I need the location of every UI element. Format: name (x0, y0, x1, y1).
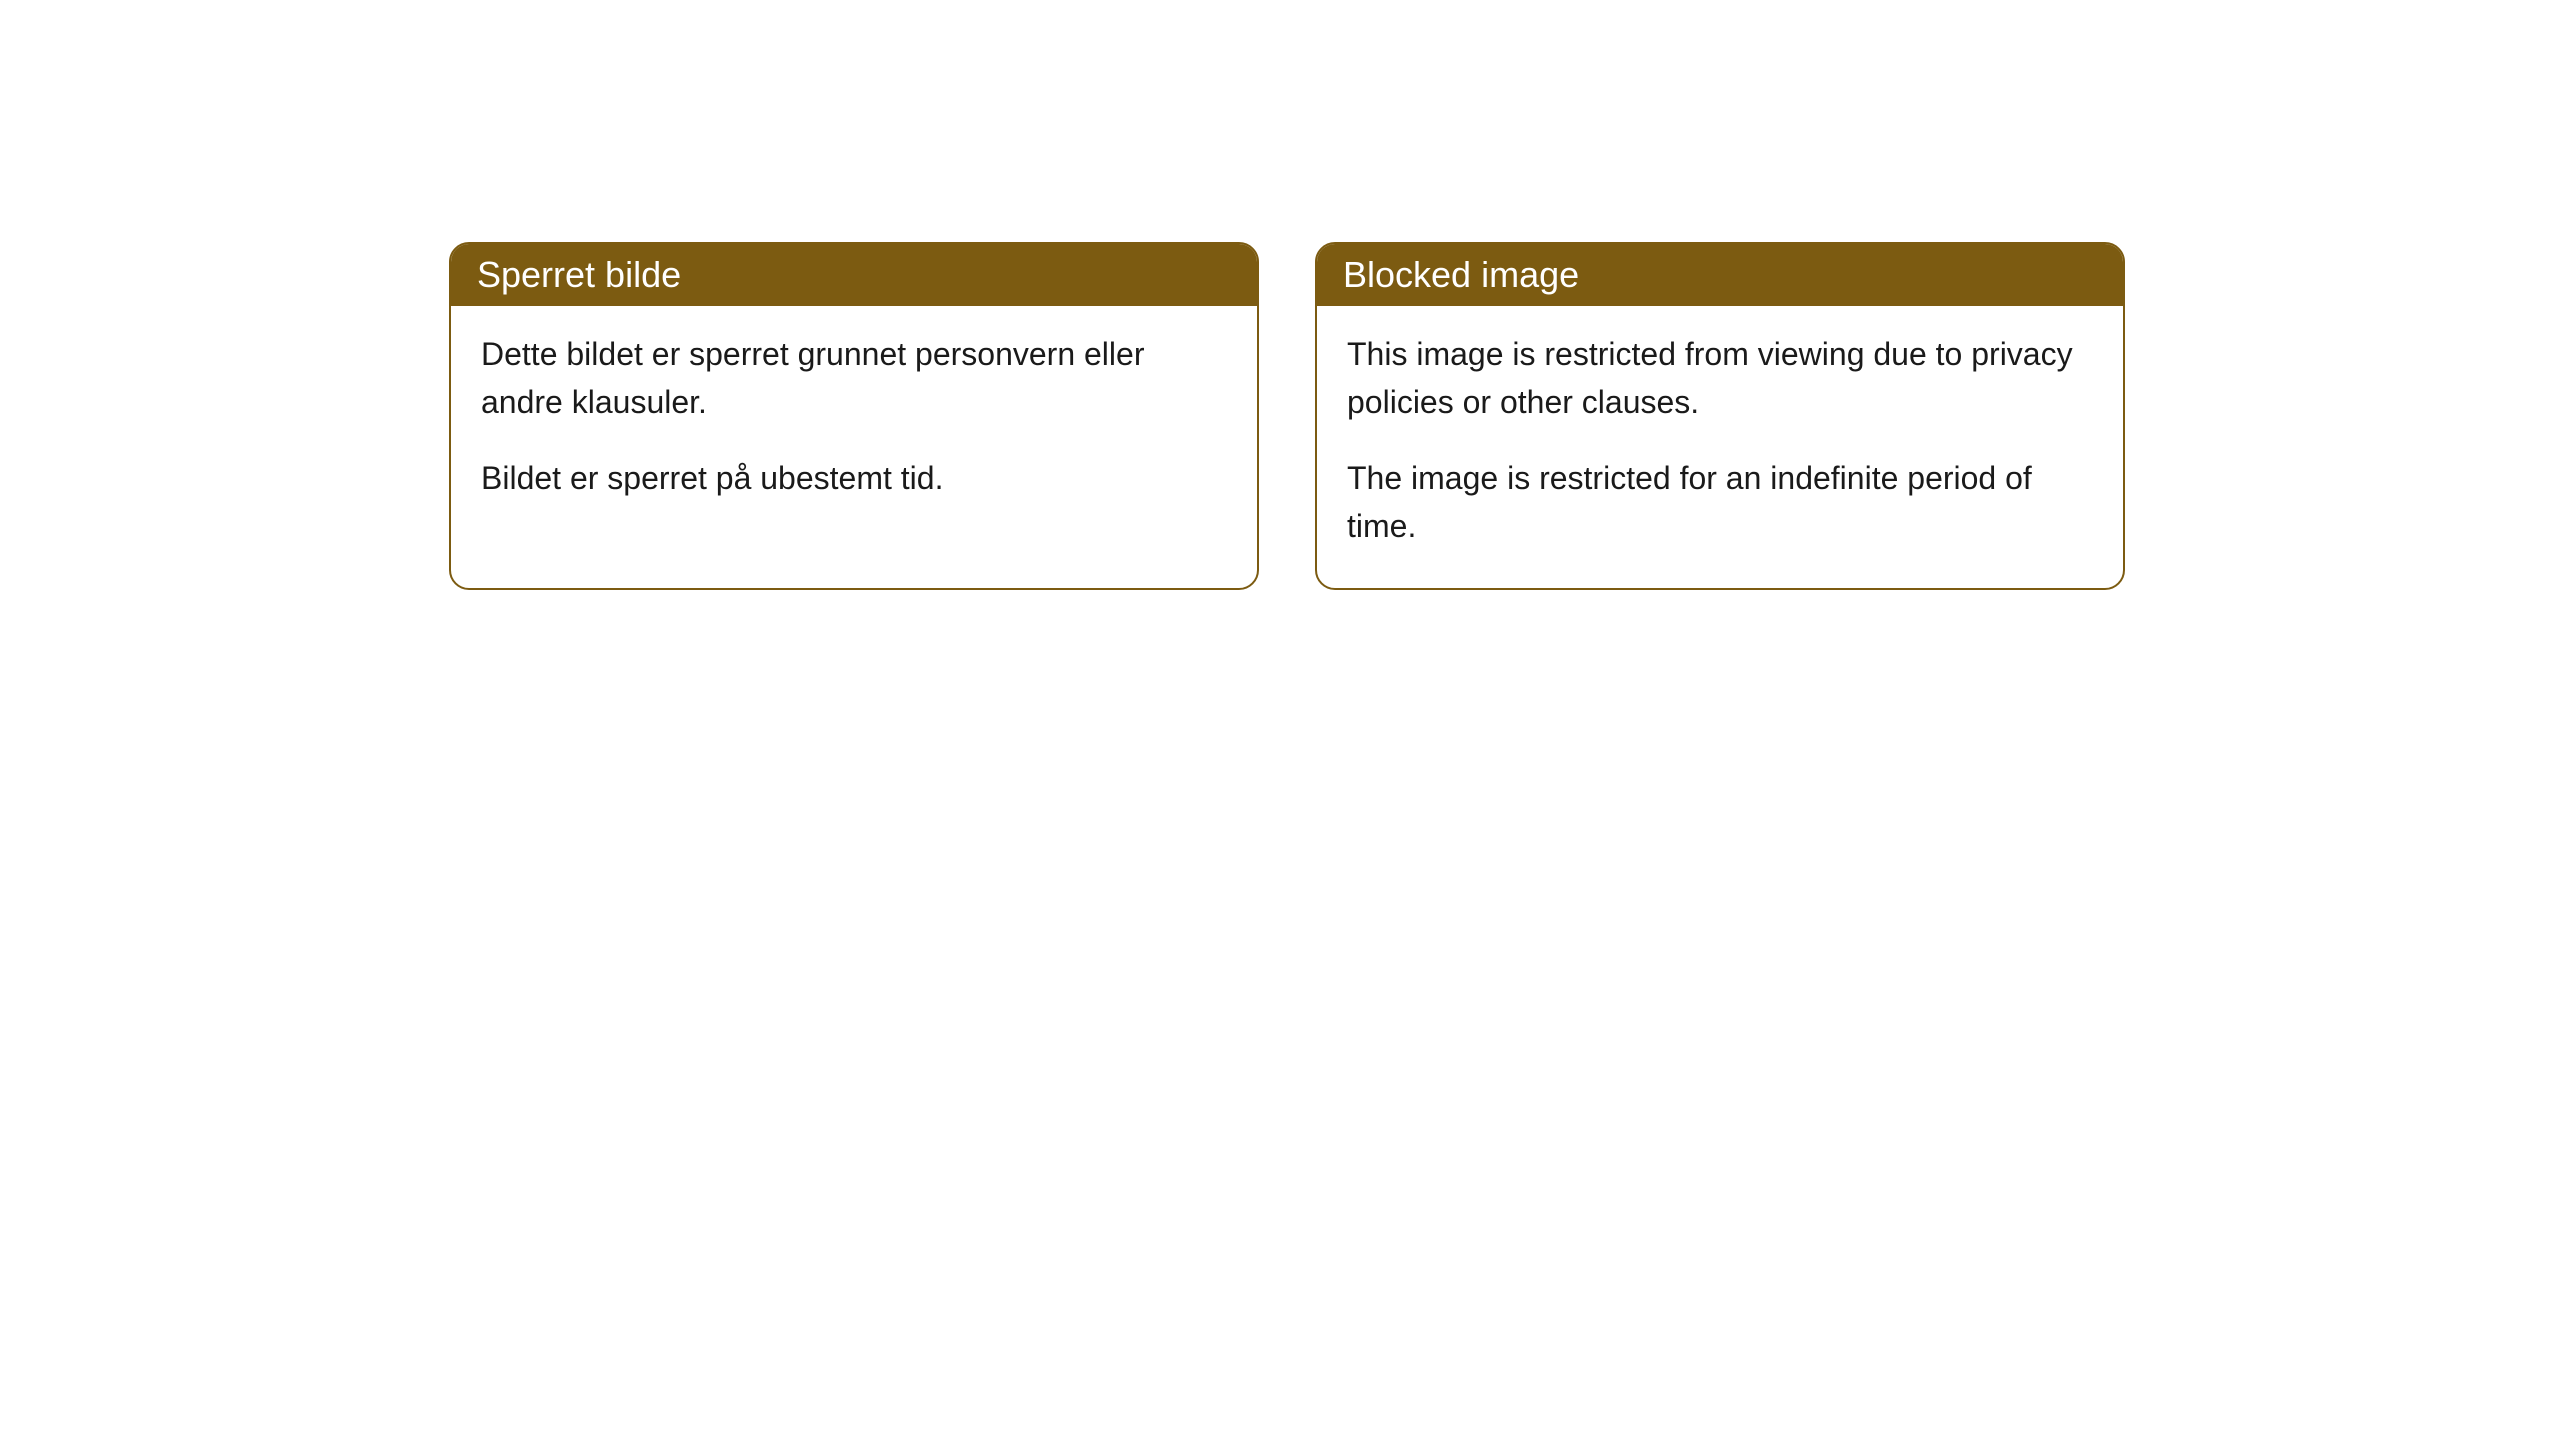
card-header-norwegian: Sperret bilde (451, 244, 1257, 306)
notice-card-english: Blocked image This image is restricted f… (1315, 242, 2125, 590)
card-paragraph: The image is restricted for an indefinit… (1347, 454, 2093, 550)
card-header-english: Blocked image (1317, 244, 2123, 306)
card-body-english: This image is restricted from viewing du… (1317, 306, 2123, 588)
notice-cards-container: Sperret bilde Dette bildet er sperret gr… (449, 242, 2125, 590)
notice-card-norwegian: Sperret bilde Dette bildet er sperret gr… (449, 242, 1259, 590)
card-body-norwegian: Dette bildet er sperret grunnet personve… (451, 306, 1257, 540)
card-paragraph: This image is restricted from viewing du… (1347, 330, 2093, 426)
card-paragraph: Bildet er sperret på ubestemt tid. (481, 454, 1227, 502)
card-paragraph: Dette bildet er sperret grunnet personve… (481, 330, 1227, 426)
